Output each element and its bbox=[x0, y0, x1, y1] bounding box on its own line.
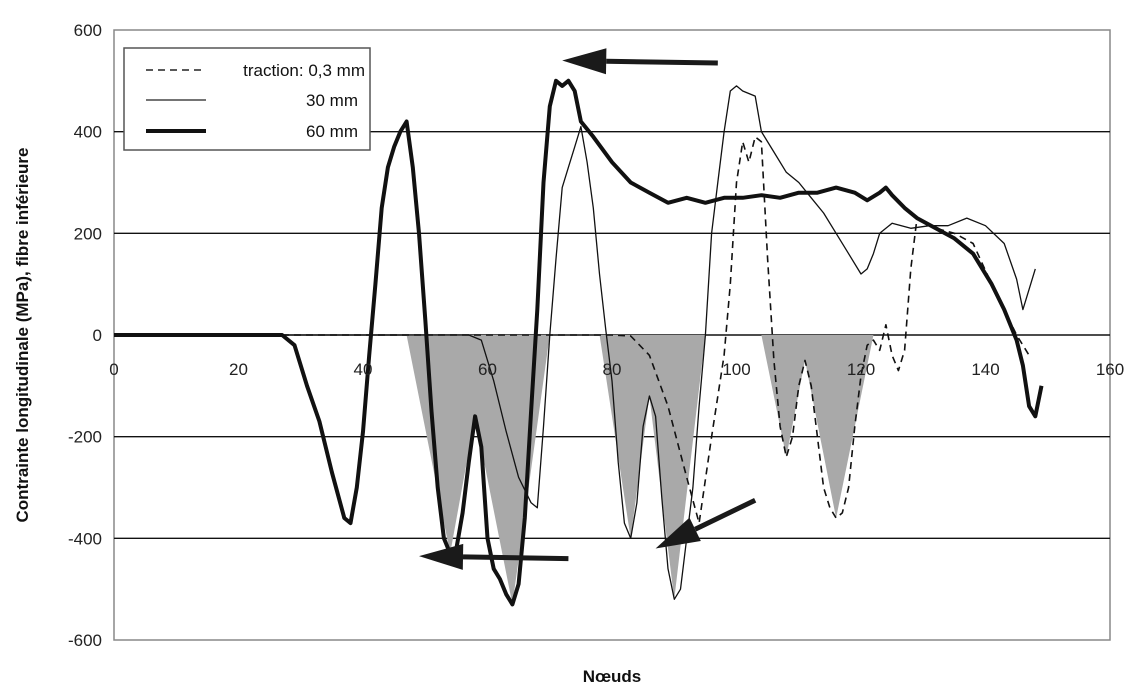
annotation-arrow-shaft bbox=[694, 497, 757, 532]
annotation-arrow-head bbox=[562, 48, 607, 75]
annotation-arrow-head bbox=[655, 517, 701, 549]
y-tick-label: -400 bbox=[68, 529, 102, 548]
y-tick-label: -600 bbox=[68, 631, 102, 650]
legend-box bbox=[123, 47, 371, 151]
y-tick-label: -200 bbox=[68, 428, 102, 447]
legend-label-traction: traction: 0,3 mm bbox=[243, 61, 365, 80]
x-tick-label: 20 bbox=[229, 360, 248, 379]
legend-label-30mm: 30 mm bbox=[306, 91, 358, 110]
y-tick-label: 0 bbox=[93, 326, 102, 345]
shaded-region bbox=[761, 335, 874, 518]
x-tick-label: 160 bbox=[1096, 360, 1124, 379]
x-tick-label: 100 bbox=[722, 360, 750, 379]
annotation-arrows bbox=[419, 48, 757, 570]
y-tick-label: 600 bbox=[74, 21, 102, 40]
y-tick-label: 400 bbox=[74, 123, 102, 142]
x-tick-label: 140 bbox=[971, 360, 999, 379]
annotation-arrow-shaft bbox=[462, 554, 569, 562]
x-tick-label: 40 bbox=[354, 360, 373, 379]
series-line-2 bbox=[114, 78, 1044, 607]
x-axis-title: Nœuds bbox=[583, 667, 642, 686]
x-tick-label: 60 bbox=[478, 360, 497, 379]
y-tick-labels: 600 400 200 0 -200 -400 -600 bbox=[68, 21, 102, 650]
annotation-arrow-head bbox=[419, 543, 464, 570]
y-tick-label: 200 bbox=[74, 224, 102, 243]
legend: traction: 0,3 mm 30 mm 60 mm bbox=[123, 47, 371, 151]
series-lines bbox=[114, 78, 1044, 607]
shaded-region bbox=[406, 335, 550, 605]
x-tick-label: 80 bbox=[603, 360, 622, 379]
x-tick-label: 0 bbox=[109, 360, 118, 379]
annotation-arrow-shaft bbox=[606, 58, 718, 66]
y-axis-title: Contrainte longitudinale (MPa), fibre in… bbox=[13, 148, 32, 523]
legend-label-60mm: 60 mm bbox=[306, 122, 358, 141]
x-tick-label: 120 bbox=[847, 360, 875, 379]
x-tick-labels: 0 20 40 60 80 100 120 140 160 bbox=[109, 360, 1124, 379]
series-line-1 bbox=[114, 85, 1036, 600]
